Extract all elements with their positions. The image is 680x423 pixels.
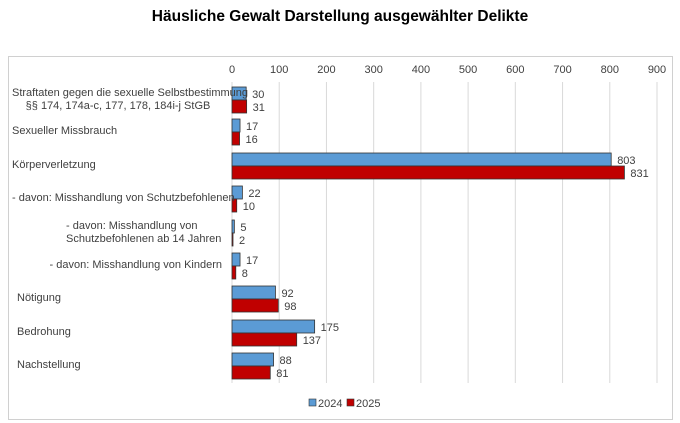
x-tick-label: 900 bbox=[648, 64, 666, 76]
data-label-2024: 92 bbox=[281, 288, 293, 300]
bar-2024 bbox=[231, 252, 241, 267]
bar-2025 bbox=[231, 198, 238, 213]
x-tick-label: 700 bbox=[553, 64, 571, 76]
bar-2025 bbox=[231, 99, 248, 114]
data-label-2025: 831 bbox=[630, 168, 648, 180]
category-label: - davon: Misshandlung von Schutzbefohlen… bbox=[12, 191, 235, 205]
chart-title: Häusliche Gewalt Darstellung ausgewählte… bbox=[151, 8, 529, 25]
data-label-2025: 10 bbox=[243, 201, 255, 213]
legend-swatch-2024 bbox=[308, 398, 317, 407]
category-label: Bedrohung bbox=[17, 326, 71, 339]
x-tick-label: 0 bbox=[229, 64, 235, 76]
x-tick-label: 100 bbox=[270, 64, 288, 76]
legend-swatch-2025 bbox=[346, 398, 355, 407]
legend-label-2024: 2024 bbox=[318, 398, 342, 410]
data-label-2025: 31 bbox=[253, 102, 265, 114]
data-label-2025: 137 bbox=[303, 335, 321, 347]
data-label-2025: 2 bbox=[239, 235, 245, 247]
category-label-line: Nötigung bbox=[17, 291, 62, 304]
category-label-line: §§ 174, 174a-c, 177, 178, 184i-j StGB bbox=[25, 100, 211, 112]
x-tick-label: 300 bbox=[364, 64, 382, 76]
category-label: Körperverletzung bbox=[12, 159, 96, 172]
bar-2025 bbox=[231, 365, 271, 380]
category-label: Straftaten gegen die sexuelle Selbstbest… bbox=[12, 87, 249, 113]
category-label: - davon: Misshandlung von Schutzbefohlene… bbox=[66, 220, 222, 246]
x-tick-label: 400 bbox=[412, 64, 430, 76]
bar-2025 bbox=[231, 298, 279, 313]
data-label-2024: 5 bbox=[240, 222, 246, 234]
category-label-line: Bedrohung bbox=[17, 325, 71, 338]
category-label-line: Körperverletzung bbox=[12, 158, 96, 171]
data-label-2024: 17 bbox=[246, 121, 258, 133]
data-label-2024: 30 bbox=[252, 89, 264, 101]
category-label: Nötigung bbox=[17, 292, 61, 305]
data-label-2024: 88 bbox=[280, 355, 292, 367]
bar-2025 bbox=[231, 131, 240, 146]
legend-label-2025: 2025 bbox=[356, 398, 380, 410]
data-label-2025: 16 bbox=[246, 134, 258, 146]
category-label: - davon: Misshandlung von Kindern bbox=[12, 259, 222, 272]
bar-2025 bbox=[231, 332, 298, 347]
bar-2025 bbox=[231, 232, 234, 247]
data-label-2025: 98 bbox=[284, 301, 296, 313]
category-label-line: - davon: Misshandlung von Schutzbefohlen… bbox=[12, 191, 235, 204]
data-label-2024: 803 bbox=[617, 155, 635, 167]
category-label-line: - davon: Misshandlung von bbox=[66, 220, 198, 232]
bar-2024 bbox=[231, 219, 235, 234]
category-label-line: Straftaten gegen die sexuelle Selbstbest… bbox=[12, 87, 249, 99]
category-label: Sexueller Missbrauch bbox=[12, 125, 117, 138]
data-label-2024: 22 bbox=[248, 188, 260, 200]
x-tick-label: 800 bbox=[601, 64, 619, 76]
category-label-line: Sexueller Missbrauch bbox=[12, 124, 118, 137]
bar-2025 bbox=[231, 165, 625, 180]
category-label-line: - davon: Misshandlung von Kindern bbox=[49, 258, 222, 271]
bar-2024 bbox=[231, 352, 274, 367]
bar-2024 bbox=[231, 319, 316, 334]
category-label-line: Schutzbefohlenen ab 14 Jahren bbox=[66, 233, 222, 245]
data-label-2024: 175 bbox=[321, 322, 339, 334]
x-tick-label: 500 bbox=[459, 64, 477, 76]
bar-2024 bbox=[231, 118, 241, 133]
bar-2024 bbox=[231, 185, 243, 200]
data-label-2025: 81 bbox=[276, 368, 288, 380]
data-label-2025: 8 bbox=[242, 268, 248, 280]
data-label-2024: 17 bbox=[246, 255, 258, 267]
x-tick-label: 200 bbox=[317, 64, 335, 76]
category-label-line: Nachstellung bbox=[17, 358, 81, 371]
bar-2024 bbox=[231, 285, 276, 300]
chart-frame bbox=[8, 56, 673, 420]
bar-2024 bbox=[231, 152, 612, 167]
x-tick-label: 600 bbox=[506, 64, 524, 76]
category-label: Nachstellung bbox=[17, 359, 81, 372]
bar-2025 bbox=[231, 265, 237, 280]
